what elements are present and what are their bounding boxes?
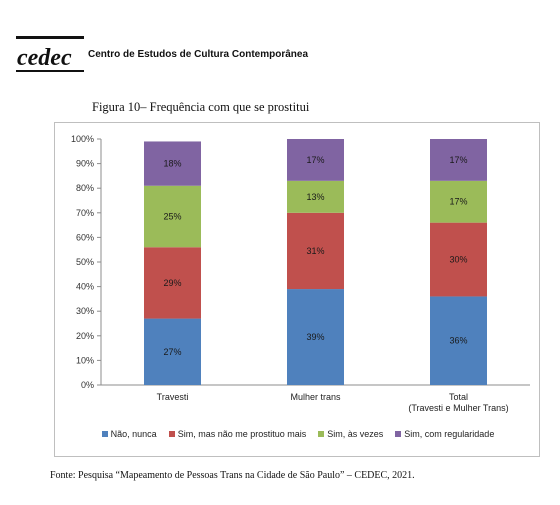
x-category-label: Travesti <box>157 392 189 402</box>
bar-segment <box>287 180 344 213</box>
y-tick-label: 0% <box>81 380 94 390</box>
data-label: 36% <box>449 336 467 346</box>
x-category-label: Total <box>449 392 468 402</box>
legend-label: Sim, às vezes <box>327 429 384 439</box>
header: cedec Centro de Estudos de Cultura Conte… <box>16 36 336 76</box>
bar-segment <box>287 212 344 290</box>
bar-segment <box>287 139 344 181</box>
data-label: 31% <box>306 246 324 256</box>
legend-item: Sim, às vezes <box>318 429 383 439</box>
legend-label: Não, nunca <box>110 429 157 439</box>
bar-segment <box>144 247 201 319</box>
stacked-bar-chart: 0% 10% 20% 30% 40% 50% 60% 70% 80% 90% 100% 27% 29% 2… <box>71 134 530 413</box>
bar-segment <box>144 141 201 186</box>
legend-label: Sim, com regularidade <box>404 429 495 439</box>
legend-swatch <box>318 431 325 437</box>
source-note: Fonte: Pesquisa “Mapeamento de Pessoas T… <box>50 470 415 481</box>
data-label: 30% <box>449 255 467 265</box>
legend-item: Sim, com regularidade <box>395 429 494 439</box>
legend-label: Sim, mas não me prostituo mais <box>177 429 307 439</box>
y-tick-label: 90% <box>76 159 94 169</box>
data-label: 29% <box>163 278 181 288</box>
y-tick-label: 70% <box>76 208 94 218</box>
data-label: 27% <box>163 347 181 357</box>
bar-segment <box>430 180 487 223</box>
bar-segment <box>430 139 487 181</box>
org-name: Centro de Estudos de Cultura Contemporân… <box>88 49 309 60</box>
y-tick-label: 10% <box>76 355 94 365</box>
bar-segment <box>144 318 201 385</box>
bar-segment <box>144 185 201 248</box>
y-tick-label: 50% <box>76 257 94 267</box>
data-label: 18% <box>163 159 181 169</box>
logo-text: cedec <box>17 45 72 71</box>
bar-segment <box>287 289 344 385</box>
chart-legend: Não, nunca Sim, mas não me prostituo mais… <box>55 429 541 439</box>
legend-swatch <box>395 431 402 437</box>
x-category-label: (Travesti e Mulher Trans) <box>408 403 508 413</box>
y-tick-label: 60% <box>76 232 94 242</box>
bar-segment <box>430 222 487 297</box>
data-label: 39% <box>306 332 324 342</box>
y-tick-label: 30% <box>76 306 94 316</box>
y-tick-label: 80% <box>76 183 94 193</box>
data-label: 25% <box>163 211 181 221</box>
y-tick-label: 100% <box>71 134 94 144</box>
cedec-logo: cedec <box>16 36 84 72</box>
legend-swatch <box>101 431 108 437</box>
y-tick-label: 20% <box>76 331 94 341</box>
data-label: 17% <box>449 155 467 165</box>
legend-swatch <box>168 431 175 437</box>
bar-segment <box>430 296 487 385</box>
data-label: 17% <box>449 197 467 207</box>
x-category-label: Mulher trans <box>290 392 341 402</box>
chart-container: 0% 10% 20% 30% 40% 50% 60% 70% 80% 90% 100% 27% 29% 2… <box>54 122 540 457</box>
data-label: 17% <box>306 155 324 165</box>
legend-item: Não, nunca <box>101 429 157 439</box>
data-label: 13% <box>306 192 324 202</box>
legend-item: Sim, mas não me prostituo mais <box>168 429 307 439</box>
y-tick-label: 40% <box>76 282 94 292</box>
figure-title: Figura 10– Frequência com que se prostit… <box>92 100 310 114</box>
